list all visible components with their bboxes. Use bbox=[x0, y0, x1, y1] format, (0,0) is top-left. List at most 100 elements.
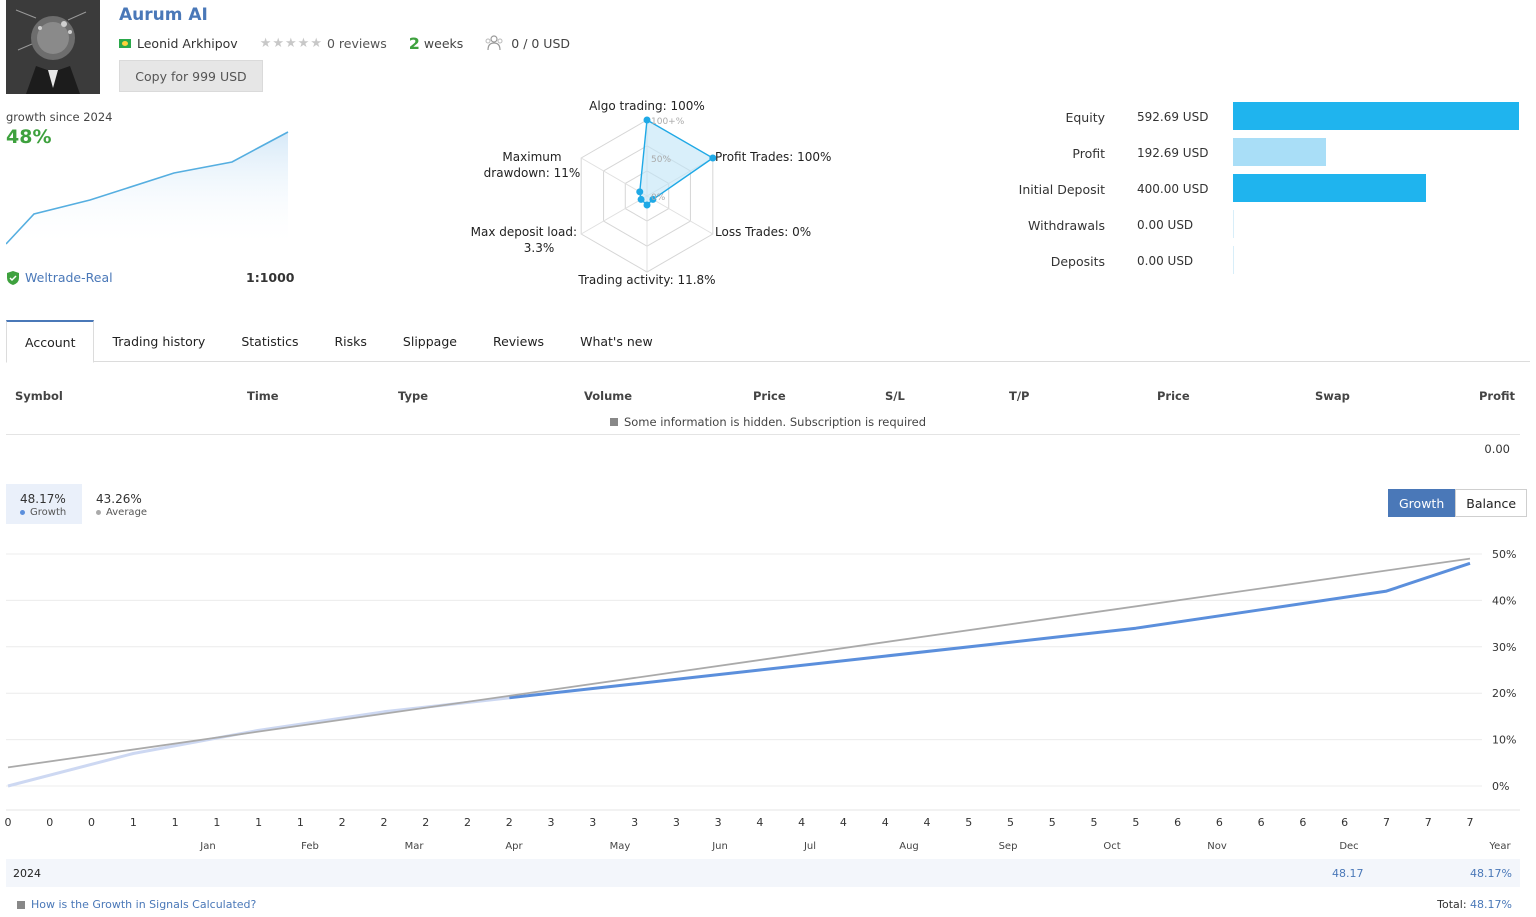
x-tick-label: 6 bbox=[1258, 816, 1265, 829]
x-tick-label: 1 bbox=[297, 816, 304, 829]
broker-name[interactable]: Weltrade-Real bbox=[25, 270, 113, 285]
x-month-label: Feb bbox=[301, 841, 319, 852]
col-swap[interactable]: Swap bbox=[1315, 389, 1350, 403]
rating-stars-icon: ★★★★★ bbox=[259, 35, 323, 51]
bar-fill bbox=[1233, 102, 1519, 130]
average-stat[interactable]: 43.26% Average bbox=[96, 492, 147, 518]
bar-fill bbox=[1233, 246, 1234, 274]
broker-link[interactable]: Weltrade-Real bbox=[6, 270, 113, 285]
hidden-info-text: Some information is hidden. Subscription… bbox=[623, 415, 927, 429]
x-tick-label: 3 bbox=[589, 816, 596, 829]
col-time[interactable]: Time bbox=[247, 389, 279, 403]
radar-point bbox=[709, 154, 717, 162]
growth-calc-link-text[interactable]: How is the Growth in Signals Calculated? bbox=[31, 898, 257, 911]
reviews-count[interactable]: 0 reviews bbox=[326, 35, 387, 51]
x-tick-label: 2 bbox=[339, 816, 346, 829]
radar-label-drawdown-value: drawdown: 11% bbox=[484, 166, 581, 180]
radar-label-deposit-load: Max deposit load: bbox=[471, 225, 577, 239]
author-name[interactable]: Leonid Arkhipov bbox=[137, 35, 238, 51]
tab-statistics[interactable]: Statistics bbox=[241, 333, 299, 349]
total-value: 48.17% bbox=[1470, 898, 1512, 911]
col-sl[interactable]: S/L bbox=[885, 389, 905, 403]
x-month-label: May bbox=[610, 841, 631, 852]
tab-account[interactable]: Account bbox=[6, 320, 95, 363]
tab-trading-history[interactable]: Trading history bbox=[112, 333, 206, 349]
leverage: 1:1000 bbox=[246, 270, 295, 285]
weeks-label: weeks bbox=[423, 35, 464, 51]
col-symbol[interactable]: Symbol bbox=[15, 389, 63, 403]
y-tick-label: 20% bbox=[1492, 687, 1516, 700]
balance-toggle-button[interactable]: Balance bbox=[1455, 489, 1528, 517]
x-tick-label: 4 bbox=[840, 816, 847, 829]
signal-title[interactable]: Aurum AI bbox=[119, 5, 208, 25]
radar-spoke bbox=[580, 195, 648, 235]
growth-toggle-button[interactable]: Growth bbox=[1388, 489, 1456, 517]
tab-reviews[interactable]: Reviews bbox=[492, 333, 545, 349]
tab-slippage[interactable]: Slippage bbox=[402, 333, 457, 349]
radar-point bbox=[643, 116, 651, 124]
growth-series-line bbox=[509, 561, 1471, 700]
average-stat-value: 43.26% bbox=[96, 492, 142, 506]
growth-stat-label: Growth bbox=[30, 507, 67, 518]
total-label: Total: bbox=[1437, 898, 1467, 911]
flag-icon bbox=[119, 38, 131, 48]
x-tick-label: 5 bbox=[1007, 816, 1014, 829]
average-stat-label: Average bbox=[106, 507, 148, 518]
dec-value: 48.17 bbox=[1332, 867, 1364, 880]
year-row bbox=[6, 859, 1520, 887]
x-tick-label: 2 bbox=[506, 816, 513, 829]
chart-mode-toggle: Growth Balance bbox=[1388, 489, 1528, 517]
radar-chart: 100+% 50% 0% Algo trading: 100% Profit T… bbox=[471, 99, 832, 287]
col-type[interactable]: Type bbox=[398, 389, 429, 403]
x-tick-label: 1 bbox=[130, 816, 137, 829]
copy-button[interactable]: Copy for 999 USD bbox=[119, 60, 263, 92]
total-line: Total: 48.17% bbox=[1437, 898, 1512, 911]
radar-spoke bbox=[580, 157, 648, 197]
col-price-close[interactable]: Price bbox=[1157, 389, 1190, 403]
signal-meta: Leonid Arkhipov ★★★★★ 0 reviews 2 weeks … bbox=[119, 34, 570, 53]
x-tick-label: 7 bbox=[1383, 816, 1390, 829]
bar-label: Deposits bbox=[1050, 254, 1105, 269]
tab-risks[interactable]: Risks bbox=[334, 333, 367, 349]
avatar[interactable] bbox=[6, 0, 100, 94]
growth-series-line-early bbox=[7, 696, 510, 788]
y-tick-label: 30% bbox=[1492, 641, 1516, 654]
radar-label-profit: Profit Trades: 100% bbox=[715, 150, 831, 164]
col-volume[interactable]: Volume bbox=[584, 389, 633, 403]
bar-row: Profit 192.69 USD bbox=[1000, 138, 1530, 168]
x-tick-label: 6 bbox=[1299, 816, 1306, 829]
growth-chart: 50% 40% 30% 20% 10% 0% 0 0 0 1 1 1 1 1 2 2 2 2 2 3 3 3 3 3 4 4 4 4 4… bbox=[5, 548, 1520, 852]
radar-label-algo: Algo trading: 100% bbox=[589, 99, 705, 113]
x-month-label: Nov bbox=[1207, 841, 1227, 852]
radar-label-activity: Trading activity: 11.8% bbox=[577, 273, 715, 287]
x-tick-label: 4 bbox=[756, 816, 763, 829]
radar-ring-label-outer: 100+% bbox=[651, 117, 685, 127]
x-tick-label: 4 bbox=[923, 816, 930, 829]
bar-row: Withdrawals 0.00 USD bbox=[1000, 210, 1530, 240]
radar-label-deposit-load-value: 3.3% bbox=[524, 241, 555, 255]
average-series-line bbox=[7, 557, 1471, 769]
growth-dot-icon bbox=[20, 510, 25, 515]
hidden-info-note: Some information is hidden. Subscription… bbox=[0, 415, 1536, 429]
x-year-label: Year bbox=[1488, 841, 1511, 852]
radar-point bbox=[636, 188, 644, 196]
radar-label-drawdown: Maximum bbox=[502, 150, 561, 164]
col-profit[interactable]: Profit bbox=[1479, 389, 1516, 403]
growth-calc-link[interactable]: How is the Growth in Signals Calculated? bbox=[17, 898, 256, 911]
bar-value: 400.00 USD bbox=[1137, 182, 1209, 196]
x-tick-label: 6 bbox=[1341, 816, 1348, 829]
x-tick-label: 4 bbox=[798, 816, 805, 829]
tab-what-s-new[interactable]: What's new bbox=[580, 333, 653, 349]
x-tick-label: 5 bbox=[1132, 816, 1139, 829]
growth-percent: 48% bbox=[6, 126, 52, 148]
x-tick-label: 1 bbox=[213, 816, 220, 829]
growth-stat[interactable]: 48.17% Growth bbox=[6, 484, 82, 524]
x-month-label: Jun bbox=[711, 841, 728, 852]
y-tick-label: 10% bbox=[1492, 734, 1516, 747]
bar-fill bbox=[1233, 174, 1427, 202]
col-price-open[interactable]: Price bbox=[753, 389, 786, 403]
col-tp[interactable]: T/P bbox=[1009, 389, 1030, 403]
x-month-label: Mar bbox=[405, 841, 425, 852]
growth-mini-chart bbox=[6, 131, 289, 248]
y-tick-label: 50% bbox=[1492, 548, 1516, 561]
